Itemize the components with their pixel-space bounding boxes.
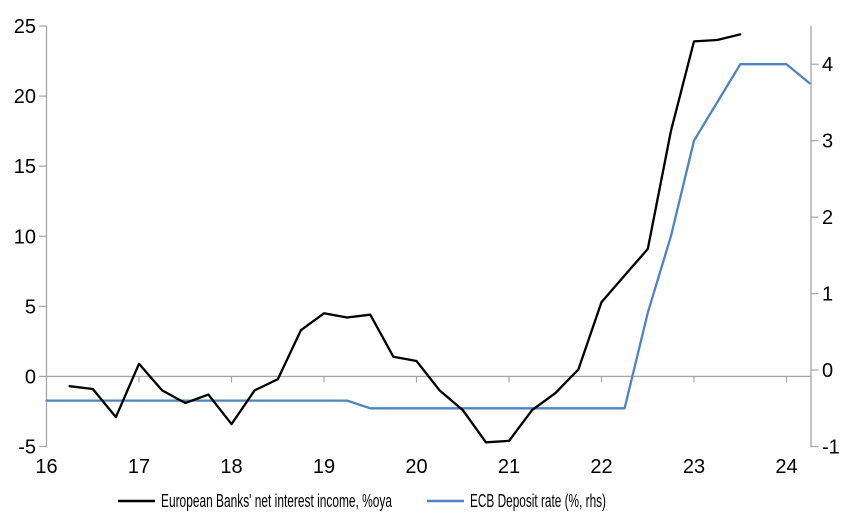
right-axis-tick-label: -1 xyxy=(822,437,840,459)
left-axis-tick-label: 0 xyxy=(25,366,36,388)
right-axis-tick-label: 4 xyxy=(822,54,833,76)
left-axis-tick-label: 10 xyxy=(14,226,36,248)
legend-label-ecb-deposit-rate: ECB Deposit rate (%, rhs) xyxy=(470,491,606,511)
series-line-net-interest-income xyxy=(68,33,742,444)
x-axis-tick-label: 16 xyxy=(35,456,57,478)
x-axis-tick-label: 21 xyxy=(498,456,520,478)
x-axis-tick-label: 20 xyxy=(405,456,427,478)
left-axis-tick-label: 20 xyxy=(14,86,36,108)
right-axis-tick-label: 2 xyxy=(822,207,833,229)
x-axis-tick-label: 19 xyxy=(313,456,335,478)
legend-label-net-interest-income: European Banks' net interest income, %oy… xyxy=(161,491,393,511)
right-axis-tick-label: 3 xyxy=(822,131,833,153)
x-axis-tick-label: 18 xyxy=(220,456,242,478)
legend-group: European Banks' net interest income, %oy… xyxy=(118,491,606,511)
x-axis-tick-label: 24 xyxy=(775,456,797,478)
left-axis-tick-label: 15 xyxy=(14,156,36,178)
x-axis-tick-label: 22 xyxy=(590,456,612,478)
left-axis-tick-label: 5 xyxy=(25,296,36,318)
x-axis-tick-label: 17 xyxy=(128,456,150,478)
right-axis-tick-label: 1 xyxy=(822,284,833,306)
left-axis-tick-label: -5 xyxy=(18,437,36,459)
series-line-ecb-deposit-rate xyxy=(45,63,811,410)
series-lines-group xyxy=(45,33,811,444)
x-axis-tick-label: 23 xyxy=(683,456,705,478)
right-axis-tick-label: 0 xyxy=(822,360,833,382)
left-axis-tick-label: 25 xyxy=(14,16,36,38)
